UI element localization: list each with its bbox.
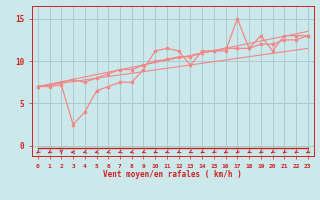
X-axis label: Vent moyen/en rafales ( km/h ): Vent moyen/en rafales ( km/h ) xyxy=(103,170,242,179)
